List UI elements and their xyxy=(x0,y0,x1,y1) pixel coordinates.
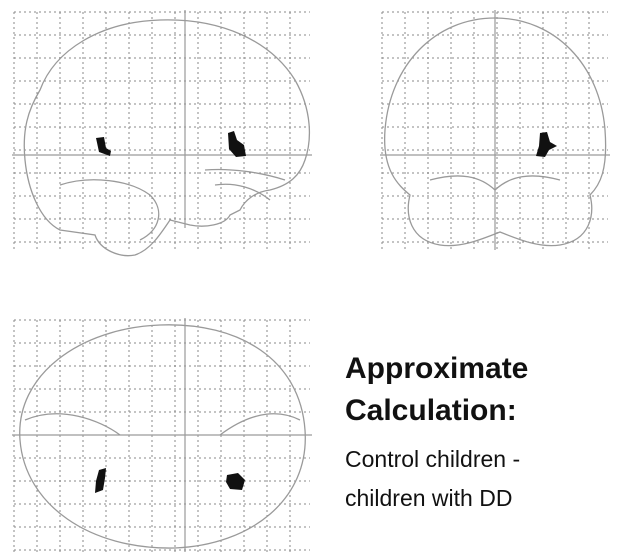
activation xyxy=(228,131,246,157)
activation xyxy=(95,468,106,493)
activation xyxy=(96,137,111,156)
brain-outline xyxy=(20,325,306,548)
brainstem xyxy=(205,169,285,200)
caption-title: Approximate xyxy=(345,352,528,385)
temporal-lobe xyxy=(25,414,300,435)
activation xyxy=(536,132,557,157)
caption-line: Control children - xyxy=(345,446,520,472)
axial-view xyxy=(12,318,312,552)
caption-line: children with DD xyxy=(345,485,512,511)
activation xyxy=(226,473,245,490)
coronal-view xyxy=(380,10,610,250)
caption-title: Calculation: xyxy=(345,394,517,427)
cerebellum xyxy=(60,180,159,240)
figure: Approximate Calculation: Control childre… xyxy=(0,0,618,552)
page: Approximate Calculation: Control childre… xyxy=(0,0,618,552)
